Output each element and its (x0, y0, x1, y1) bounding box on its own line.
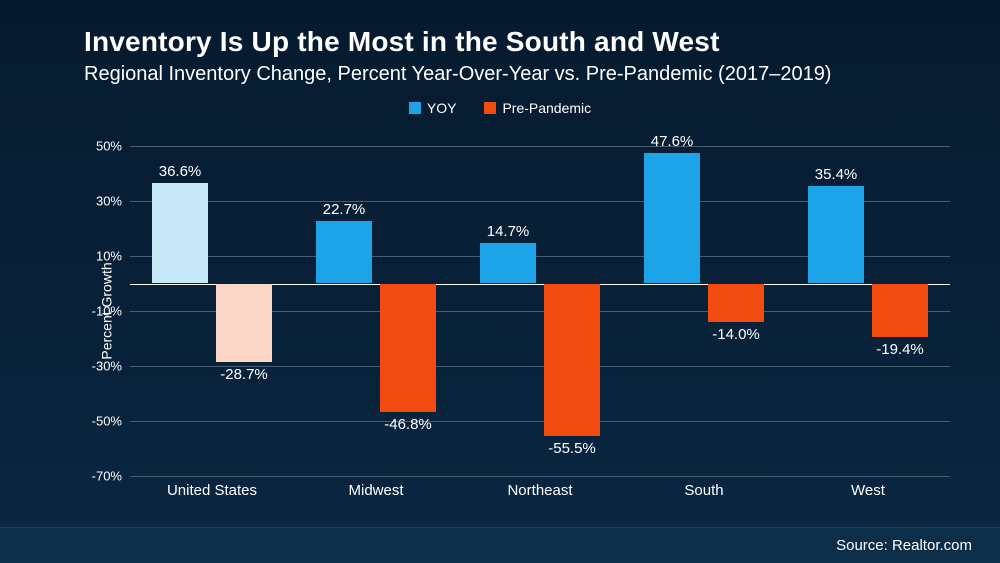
bar-pre (380, 284, 436, 413)
bar-yoy (808, 186, 864, 283)
bar-value-label: -19.4% (876, 341, 924, 358)
bar-value-label: 47.6% (651, 133, 694, 150)
bar-value-label: -55.5% (548, 440, 596, 457)
bar-value-label: -46.8% (384, 416, 432, 433)
legend-item-pre: Pre-Pandemic (484, 100, 591, 116)
header: Inventory Is Up the Most in the South an… (0, 0, 1000, 86)
bar-yoy (480, 243, 536, 283)
bar-value-label: -28.7% (220, 366, 268, 383)
bar-pre (708, 284, 764, 323)
bar-yoy (316, 221, 372, 283)
category-label: United States (167, 482, 257, 499)
bar-value-label: 22.7% (323, 201, 366, 218)
bar-value-label: 14.7% (487, 223, 530, 240)
footer: Source: Realtor.com (0, 527, 1000, 563)
y-tick-label: 50% (72, 139, 122, 154)
legend-label-pre: Pre-Pandemic (502, 100, 591, 116)
gridline (130, 146, 950, 147)
category-label: South (684, 482, 723, 499)
y-tick-label: 10% (72, 249, 122, 264)
legend-swatch-yoy (409, 102, 421, 114)
y-tick-label: -10% (72, 304, 122, 319)
legend-swatch-pre (484, 102, 496, 114)
bar-value-label: 35.4% (815, 166, 858, 183)
y-tick-label: 30% (72, 194, 122, 209)
chart-legend: YOY Pre-Pandemic (0, 100, 1000, 116)
bar-value-label: 36.6% (159, 163, 202, 180)
source-text: Source: Realtor.com (836, 537, 972, 554)
bar-pre (544, 284, 600, 437)
bar-yoy (152, 183, 208, 284)
legend-item-yoy: YOY (409, 100, 457, 116)
gridline (130, 476, 950, 477)
y-tick-label: -30% (72, 359, 122, 374)
category-label: Midwest (348, 482, 403, 499)
chart-area: Percent Growth -70%-50%-30%-10%10%30%50%… (130, 146, 950, 476)
bar-yoy (644, 153, 700, 284)
y-tick-label: -50% (72, 414, 122, 429)
page-title: Inventory Is Up the Most in the South an… (84, 26, 1000, 58)
y-tick-label: -70% (72, 469, 122, 484)
category-label: West (851, 482, 885, 499)
bar-pre (216, 284, 272, 363)
bar-value-label: -14.0% (712, 326, 760, 343)
category-label: Northeast (507, 482, 572, 499)
page-subtitle: Regional Inventory Change, Percent Year-… (84, 63, 1000, 86)
legend-label-yoy: YOY (427, 100, 457, 116)
gridline (130, 421, 950, 422)
bar-pre (872, 284, 928, 337)
chart-plot: -70%-50%-30%-10%10%30%50%United States36… (130, 146, 950, 476)
